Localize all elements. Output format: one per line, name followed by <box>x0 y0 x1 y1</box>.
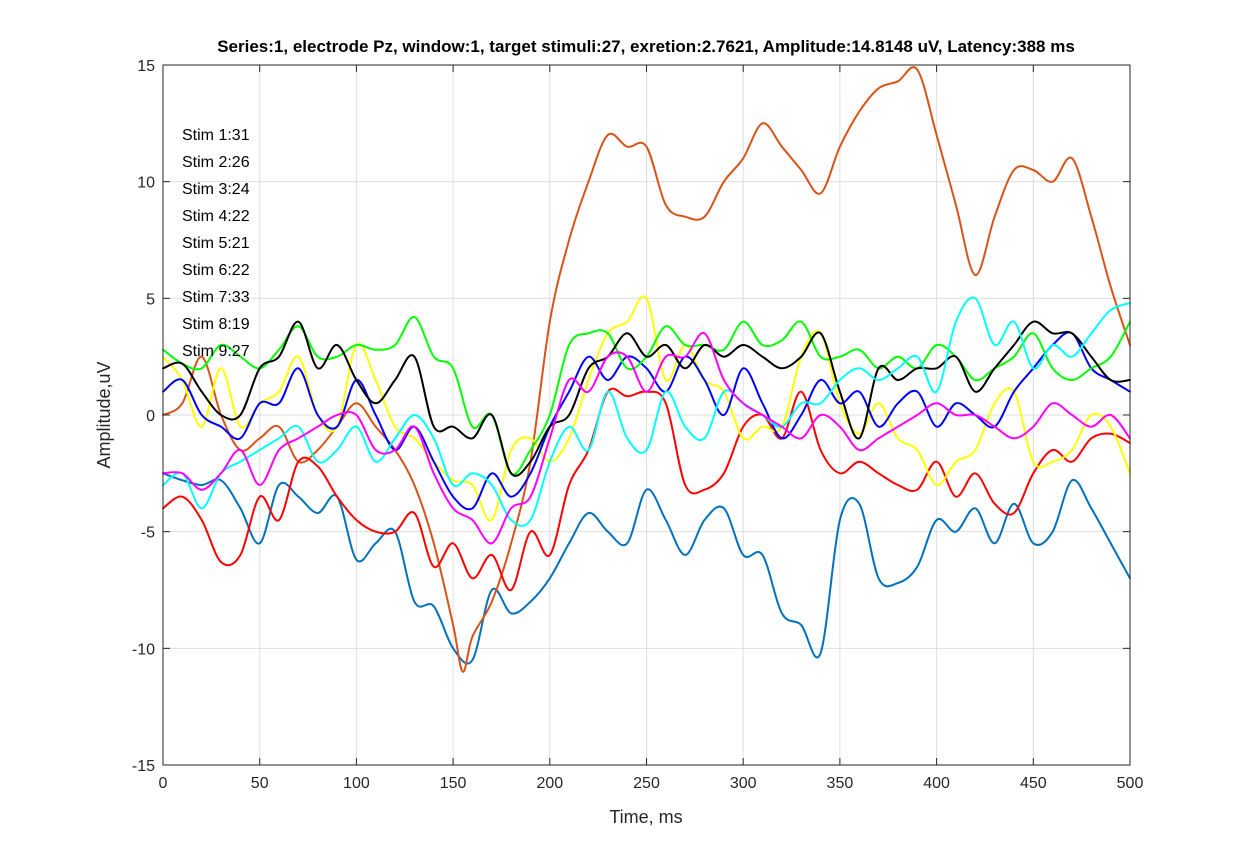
y-tick-label: -15 <box>132 758 155 775</box>
x-tick-label: 150 <box>440 775 467 792</box>
y-tick-label: 10 <box>137 175 155 192</box>
series-line-1 <box>162 472 1131 665</box>
y-tick-label: -10 <box>132 641 155 658</box>
x-tick-label: 350 <box>827 775 854 792</box>
chart-title: Series:1, electrode Pz, window:1, target… <box>217 37 1075 56</box>
y-tick-label: 5 <box>146 291 155 308</box>
stim-annotation: Stim 9:27 <box>182 343 250 360</box>
x-tick-label: 500 <box>1117 775 1144 792</box>
series-lines <box>162 66 1131 673</box>
stim-annotation: Stim 8:19 <box>182 316 250 333</box>
x-tick-label: 50 <box>251 775 269 792</box>
x-tick-label: 0 <box>159 775 168 792</box>
stim-annotation: Stim 5:21 <box>182 235 250 252</box>
x-tick-label: 200 <box>536 775 563 792</box>
stim-annotation: Stim 3:24 <box>182 181 250 198</box>
x-tick-label: 450 <box>1020 775 1047 792</box>
stim-annotation: Stim 2:26 <box>182 154 250 171</box>
x-axis-ticks: 0 50 100 150 200 250 300 350 400 450 500 <box>159 65 1144 792</box>
x-tick-label: 400 <box>923 775 950 792</box>
stim-annotation: Stim 4:22 <box>182 208 250 225</box>
y-tick-label: 15 <box>137 58 155 75</box>
stim-annotation: Stim 6:22 <box>182 262 250 279</box>
x-tick-label: 100 <box>343 775 370 792</box>
y-axis-label: Amplitude,uV <box>94 361 114 468</box>
y-axis-ticks: -15 -10 -5 0 5 10 15 <box>132 58 1130 775</box>
stim-annotation: Stim 1:31 <box>182 127 250 144</box>
y-tick-label: -5 <box>141 525 155 542</box>
x-tick-label: 300 <box>730 775 757 792</box>
series-line-9 <box>162 332 1131 545</box>
x-axis-label: Time, ms <box>609 807 682 827</box>
series-line-8 <box>162 296 1131 527</box>
series-line-7 <box>162 320 1131 477</box>
stim-annotations: Stim 1:31 Stim 2:26 Stim 3:24 Stim 4:22 Stim… <box>182 127 250 360</box>
stim-annotation: Stim 7:33 <box>182 289 250 306</box>
series-line-2 <box>162 66 1131 673</box>
y-tick-label: 0 <box>146 408 155 425</box>
x-tick-label: 250 <box>633 775 660 792</box>
